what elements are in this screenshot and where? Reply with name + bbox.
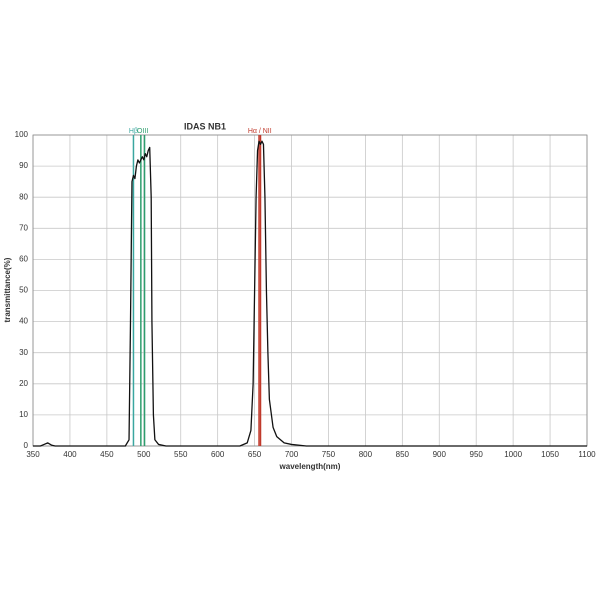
x-tick-label: 950 xyxy=(470,450,484,459)
y-tick-label: 20 xyxy=(19,379,28,388)
y-axis-label: transmittance(%) xyxy=(3,257,12,322)
y-tick-label: 40 xyxy=(19,317,28,326)
x-tick-label: 500 xyxy=(137,450,151,459)
y-tick-label: 80 xyxy=(19,192,28,201)
transmission-curve xyxy=(33,140,587,447)
x-tick-label: 1000 xyxy=(504,450,522,459)
x-tick-label: 350 xyxy=(26,450,40,459)
x-tick-label: 650 xyxy=(248,450,262,459)
y-tick-label: 100 xyxy=(15,130,29,139)
x-tick-label: 550 xyxy=(174,450,188,459)
annotation-label: Hα / NII xyxy=(248,128,272,135)
chart-title: IDAS NB1 xyxy=(184,121,226,131)
x-tick-label: 850 xyxy=(396,450,410,459)
y-tick-label: 30 xyxy=(19,348,28,357)
x-tick-label: 750 xyxy=(322,450,336,459)
y-tick-label: 10 xyxy=(19,410,28,419)
y-tick-label: 60 xyxy=(19,255,28,264)
annotation-label: OIII xyxy=(137,128,148,135)
y-tick-label: 70 xyxy=(19,223,28,232)
x-tick-label: 400 xyxy=(63,450,77,459)
x-tick-label: 1050 xyxy=(541,450,559,459)
y-tick-label: 50 xyxy=(19,286,28,295)
x-tick-label: 800 xyxy=(359,450,373,459)
x-tick-label: 450 xyxy=(100,450,114,459)
annotation-label: Hβ xyxy=(129,128,138,135)
y-tick-label: 0 xyxy=(24,441,29,450)
x-tick-label: 700 xyxy=(285,450,299,459)
x-axis-label: wavelength(nm) xyxy=(279,462,341,471)
x-tick-label: 1100 xyxy=(578,450,596,459)
x-tick-label: 600 xyxy=(211,450,225,459)
y-tick-label: 90 xyxy=(19,161,28,170)
x-tick-label: 900 xyxy=(433,450,447,459)
